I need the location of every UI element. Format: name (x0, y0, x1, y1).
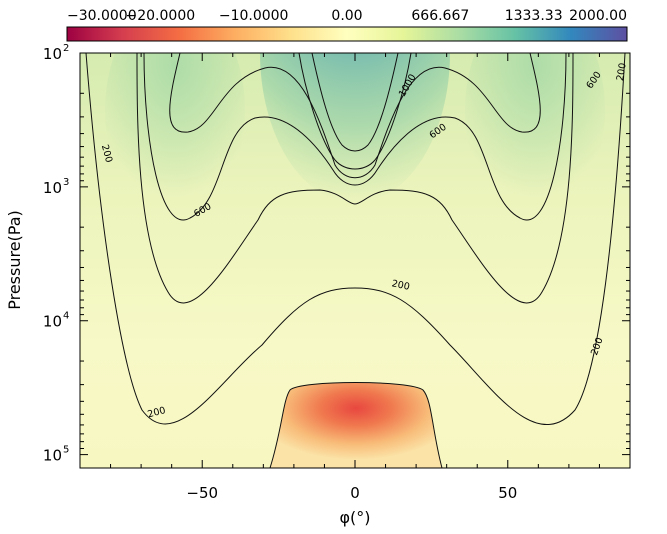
y-tick-exponent: 5 (63, 445, 69, 456)
contour-line (143, 53, 567, 221)
x-axis-title: φ(°) (339, 508, 370, 527)
contour-line (311, 53, 399, 152)
midlat-band-left (105, 53, 245, 220)
contour-label: 200 (615, 62, 629, 82)
contour-label-group: 200 (615, 62, 629, 82)
contour-line (85, 53, 626, 425)
midlat-band-right (465, 53, 605, 220)
contour-lines (85, 53, 626, 468)
colorbar-tick-label: 0.00 (331, 8, 362, 24)
y-tick-exponent: 4 (63, 311, 69, 322)
colorbar: −30.0000−20.0000 −10.0000 0.00 666.667 1333.… (66, 8, 628, 42)
y-tick-label: 10 (43, 45, 62, 63)
x-tick-label: 0 (350, 484, 360, 502)
colorbar-tick-label: 1333.33 (505, 8, 563, 24)
y-tick-exponent: 2 (63, 43, 69, 54)
contour-label-group: 200 (99, 143, 114, 163)
colorbar-bar (66, 26, 628, 42)
contour-line (169, 53, 541, 179)
colorbar-tick-label: −30.0000 (67, 8, 137, 24)
colorbar-tick-label: −20.0000 (126, 8, 196, 24)
colorbar-tick-label: 2000.00 (569, 8, 627, 24)
colorbar-tick-label: 666.667 (411, 8, 469, 24)
contour-label: 200 (146, 405, 166, 420)
contour-label: 200 (391, 278, 411, 293)
x-tick-label: 50 (498, 484, 517, 502)
contour-label-group: 200 (391, 278, 411, 293)
colorbar-labels: −30.0000−20.0000 −10.0000 0.00 666.667 1333.… (67, 8, 627, 24)
x-tick-label: −50 (186, 484, 218, 502)
contour-label: 200 (99, 143, 114, 163)
contour-label-group: 200 (146, 405, 166, 420)
contour-line (298, 53, 412, 170)
y-tick-label: 10 (43, 313, 62, 331)
negative-region (270, 382, 442, 468)
x-axis: −50 0 50 (110, 53, 600, 502)
colorbar-tick-label: −10.0000 (219, 8, 289, 24)
contour-line (269, 382, 443, 468)
contour-line (136, 53, 574, 304)
y-tick-label: 10 (43, 179, 62, 197)
y-tick-label: 10 (43, 447, 62, 465)
y-tick-exponent: 3 (63, 177, 69, 188)
y-axis-title: Pressure(Pa) (5, 210, 24, 310)
